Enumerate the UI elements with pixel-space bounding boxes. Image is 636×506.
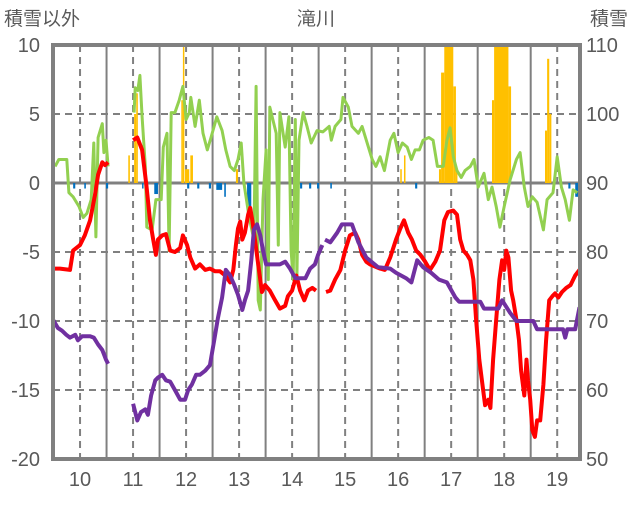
y-tick-right: 90 — [586, 173, 608, 195]
x-tick: 14 — [281, 469, 303, 491]
snow-bar — [235, 169, 239, 183]
snow-bar — [545, 130, 548, 183]
snow-bar — [455, 169, 458, 183]
other-bar — [568, 183, 571, 189]
y-tick-right: 70 — [586, 311, 608, 333]
snow-bar — [508, 86, 512, 183]
bars — [73, 45, 580, 210]
other-bar — [73, 183, 76, 189]
snow-bar — [185, 169, 190, 183]
snow-bar — [190, 155, 193, 183]
x-tick: 17 — [440, 469, 462, 491]
other-bar — [216, 183, 223, 190]
other-bar — [415, 183, 418, 189]
snow-bar — [438, 169, 442, 183]
x-tick: 16 — [387, 469, 409, 491]
x-tick: 12 — [175, 469, 197, 491]
snow-bar — [491, 100, 495, 183]
other-bar — [106, 183, 109, 189]
green-series-line — [53, 122, 110, 239]
y-tick-right: 110 — [586, 35, 618, 57]
x-tick: 15 — [334, 469, 356, 491]
red-series-line — [132, 135, 318, 311]
purple-series-line — [51, 318, 110, 365]
y-tick-left: -5 — [22, 242, 40, 264]
y-tick-left: 5 — [29, 104, 40, 126]
other-bar — [142, 183, 144, 189]
red-series-line — [53, 160, 110, 272]
y-tick-right: 60 — [586, 380, 608, 402]
other-bar — [247, 183, 252, 210]
x-tick: 18 — [493, 469, 515, 491]
x-tick: 13 — [228, 469, 250, 491]
red-series-line — [325, 208, 582, 439]
other-bar — [187, 183, 190, 189]
snow-bar — [400, 169, 402, 183]
y-tick-left: -20 — [11, 449, 40, 471]
purple-series-line — [131, 222, 325, 423]
x-tick: 11 — [123, 469, 144, 491]
snow-bar — [134, 114, 137, 183]
purple-series-line — [324, 222, 582, 340]
left-axis-title: 積雪以外 — [4, 8, 80, 30]
plot-frame — [51, 43, 582, 461]
snow-bar — [441, 72, 445, 183]
snow-bar — [182, 45, 185, 183]
other-bar — [84, 183, 86, 189]
snow-bar — [547, 58, 550, 183]
chart-title: 滝川 — [297, 8, 335, 30]
other-bar — [300, 183, 303, 189]
y-tick-left: -10 — [11, 311, 40, 333]
y-tick-left: 10 — [18, 35, 40, 57]
snow-bar — [453, 86, 456, 183]
y-tick-left: -15 — [11, 380, 40, 402]
other-bar — [317, 183, 320, 189]
other-bar — [309, 183, 312, 189]
snow-bar — [494, 45, 509, 183]
snow-bar — [181, 100, 183, 183]
y-tick-right: 50 — [586, 449, 608, 471]
snow-bar — [444, 45, 454, 183]
series-lines — [51, 73, 582, 439]
green-series-line — [132, 73, 579, 312]
snow-bar — [128, 155, 130, 183]
other-bar — [224, 183, 226, 197]
other-bar — [154, 183, 158, 195]
right-axis-title: 積雪 — [590, 8, 628, 30]
snow-bar — [403, 155, 406, 183]
x-tick: 10 — [69, 469, 91, 491]
x-tick: 19 — [546, 469, 568, 491]
other-bar — [575, 183, 580, 197]
y-tick-right: 100 — [586, 104, 619, 126]
y-tick-right: 80 — [586, 242, 608, 264]
other-bar — [197, 183, 200, 189]
snow-bar — [549, 114, 552, 183]
other-bar — [330, 183, 332, 189]
y-tick-left: 0 — [29, 173, 40, 195]
other-bar — [208, 183, 211, 189]
